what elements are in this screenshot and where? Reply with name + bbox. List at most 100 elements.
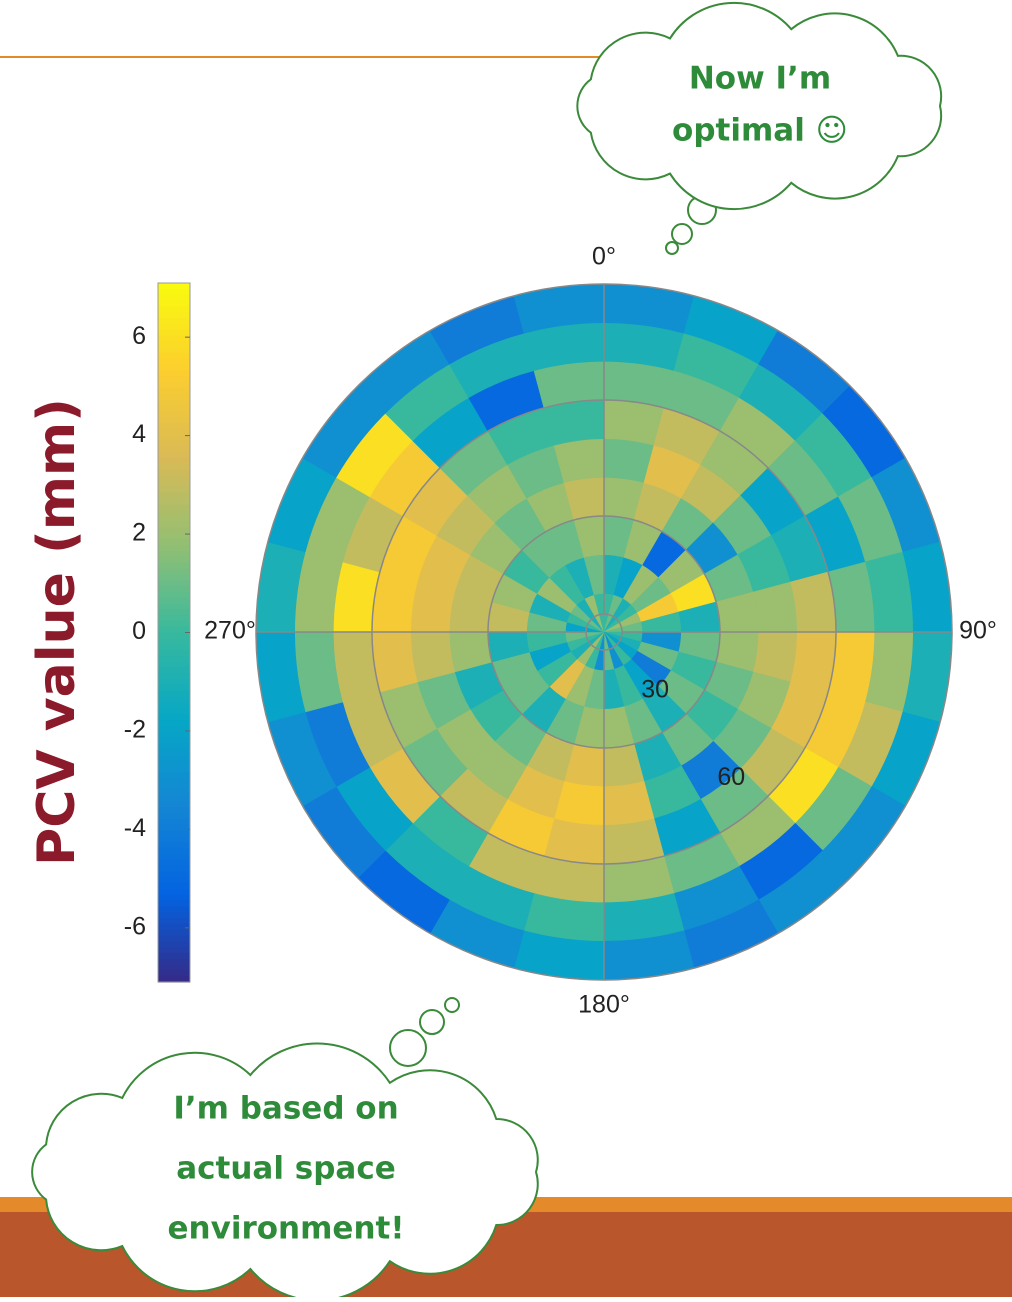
colorbar-strip <box>158 598 190 604</box>
colorbar-strip <box>158 930 190 936</box>
colorbar-strip <box>158 685 190 691</box>
colorbar-strip <box>158 743 190 749</box>
colorbar-strip <box>158 784 190 790</box>
colorbar-strip <box>158 755 190 761</box>
theta-tick-label: 0° <box>592 243 616 271</box>
colorbar-strip <box>158 970 190 976</box>
colorbar-strip <box>158 609 190 615</box>
colorbar-strip <box>158 621 190 627</box>
colorbar-tick-label: 0 <box>132 617 146 645</box>
colorbar-strip <box>158 568 190 574</box>
colorbar-strip <box>158 650 190 656</box>
colorbar-strip <box>158 423 190 429</box>
colorbar-strip <box>158 714 190 720</box>
colorbar-strip <box>158 417 190 423</box>
colorbar-strip <box>158 510 190 516</box>
colorbar-strip <box>158 871 190 877</box>
colorbar-strip <box>158 656 190 662</box>
r-tick-label: 30 <box>641 675 669 703</box>
colorbar-strip <box>158 813 190 819</box>
bubble <box>666 242 678 254</box>
colorbar-strip <box>158 906 190 912</box>
colorbar-strip <box>158 708 190 714</box>
callout-text: I’m based on <box>173 1091 398 1127</box>
colorbar-strip <box>158 400 190 406</box>
cell <box>372 632 417 692</box>
colorbar-strip <box>158 965 190 971</box>
colorbar-tick-label: 6 <box>132 322 146 350</box>
colorbar-strip <box>158 796 190 802</box>
colorbar-strip <box>158 522 190 528</box>
cell <box>544 400 604 445</box>
cell <box>604 400 664 445</box>
colorbar-strip <box>158 889 190 895</box>
colorbar-strip <box>158 860 190 866</box>
colorbar-tick-label: 4 <box>132 420 146 448</box>
colorbar-strip <box>158 365 190 371</box>
colorbar-strip <box>158 633 190 639</box>
colorbar-strip <box>158 481 190 487</box>
colorbar-strip <box>158 545 190 551</box>
colorbar-strip <box>158 691 190 697</box>
colorbar-strip <box>158 563 190 569</box>
colorbar-strip <box>158 679 190 685</box>
colorbar-strip <box>158 312 190 318</box>
colorbar-strip <box>158 778 190 784</box>
colorbar-strip <box>158 493 190 499</box>
colorbar-strip <box>158 551 190 557</box>
theta-tick-label: 180° <box>578 991 630 1019</box>
colorbar-strip <box>158 504 190 510</box>
colorbar-strip <box>158 539 190 545</box>
colorbar-strip <box>158 347 190 353</box>
callout-text: Now I’m <box>689 61 831 97</box>
colorbar-strip <box>158 819 190 825</box>
colorbar-strip <box>158 918 190 924</box>
colorbar-strip <box>158 772 190 778</box>
colorbar-strip <box>158 458 190 464</box>
colorbar-strip <box>158 516 190 522</box>
colorbar-strip <box>158 848 190 854</box>
colorbar-strip <box>158 673 190 679</box>
colorbar-label: PCV value (mm) <box>27 398 87 866</box>
theta-tick-label: 270° <box>204 617 256 645</box>
colorbar-strip <box>158 330 190 336</box>
colorbar-strip <box>158 411 190 417</box>
colorbar-strip <box>158 801 190 807</box>
colorbar-strip <box>158 790 190 796</box>
colorbar-strip <box>158 469 190 475</box>
colorbar-strip <box>158 318 190 324</box>
colorbar-strip <box>158 638 190 644</box>
colorbar-strip <box>158 766 190 772</box>
theta-tick-label: 90° <box>959 617 997 645</box>
colorbar-strip <box>158 941 190 947</box>
colorbar-strip <box>158 440 190 446</box>
callout-text: environment! <box>168 1211 405 1247</box>
slide: 30600°90°180°270° -6-4-20246 PCV value (… <box>0 0 1012 1297</box>
colorbar-strip <box>158 959 190 965</box>
colorbar-strip <box>158 586 190 592</box>
colorbar-strip <box>158 702 190 708</box>
colorbar-strip <box>158 761 190 767</box>
colorbar-strip <box>158 499 190 505</box>
cloud <box>577 3 941 209</box>
colorbar-strip <box>158 300 190 306</box>
colorbar-tick-label: -2 <box>124 716 146 744</box>
colorbar-tick-label: 2 <box>132 519 146 547</box>
colorbar-strip <box>158 603 190 609</box>
colorbar-strip <box>158 306 190 312</box>
colorbar-strip <box>158 295 190 301</box>
colorbar-strip <box>158 883 190 889</box>
cell <box>791 572 836 632</box>
colorbar-strip <box>158 446 190 452</box>
colorbar-strip <box>158 592 190 598</box>
colorbar-strip <box>158 528 190 534</box>
colorbar-strip <box>158 289 190 295</box>
colorbar-strip <box>158 667 190 673</box>
colorbar-strip <box>158 953 190 959</box>
colorbar-strip <box>158 807 190 813</box>
colorbar-tick-label: -6 <box>124 912 146 940</box>
cell <box>791 632 836 692</box>
colorbar-strip <box>158 615 190 621</box>
colorbar-strip <box>158 842 190 848</box>
colorbar-strip <box>158 452 190 458</box>
